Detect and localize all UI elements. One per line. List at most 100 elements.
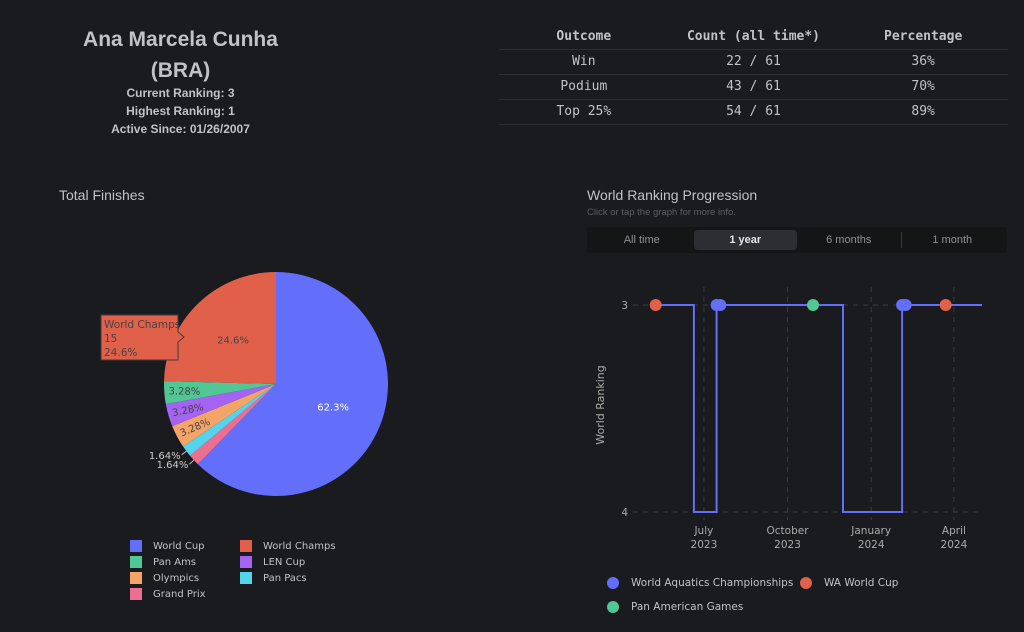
pie-hover-tooltip: World Champs 15 24.6% — [100, 314, 185, 361]
pie-legend: World Cup World Champs Pan Ams LEN Cup O… — [130, 538, 350, 602]
range-segmented-control: All time 1 year 6 months 1 month — [587, 227, 1007, 253]
cell-outcome: Podium — [499, 74, 669, 100]
current-ranking: Current Ranking: 3 — [0, 84, 361, 102]
marker-pan-american-games[interactable] — [807, 299, 819, 311]
legend-item-pan-pacs[interactable]: Pan Pacs — [240, 570, 350, 586]
cell-count: 22 / 61 — [668, 49, 839, 75]
pie-label-inside: 24.6% — [217, 335, 249, 346]
pie-slice-olympics[interactable] — [172, 384, 276, 447]
athlete-name: Ana Marcela Cunha — [83, 28, 278, 51]
legend-swatch — [240, 572, 252, 584]
gridlines — [633, 287, 983, 520]
legend-item-grand-prix[interactable]: Grand Prix — [130, 586, 240, 602]
event-markers — [649, 299, 952, 311]
tooltip-box — [100, 314, 185, 361]
cell-outcome: Win — [499, 49, 669, 75]
legend-item-olympics[interactable]: Olympics — [130, 570, 240, 586]
pie-slice-pan-ams[interactable] — [164, 381, 276, 405]
pie-slice-world-champs[interactable] — [164, 272, 276, 384]
legend-label: Pan Ams — [153, 556, 197, 568]
pie-label-leader-line — [181, 450, 187, 456]
tooltip-percent: 24.6% — [104, 347, 137, 359]
legend-label: World Cup — [153, 540, 205, 552]
column-header-count: Count (all time*) — [668, 24, 839, 50]
column-header-percentage: Percentage — [838, 24, 1008, 50]
legend-marker — [607, 601, 619, 613]
active-since: Active Since: 01/26/2007 — [0, 120, 361, 138]
marker-world-aquatics-championships[interactable] — [899, 299, 912, 311]
x-tick-label-year: 2024 — [858, 539, 885, 551]
pie-slice-pan-pacs[interactable] — [183, 384, 276, 456]
legend-label: World Aquatics Championships — [631, 577, 794, 589]
pie-slices — [164, 272, 388, 496]
x-tick-label: April 2024 — [941, 525, 968, 551]
table-row: Win 22 / 61 36% — [499, 49, 1008, 75]
legend-label: Pan American Games — [631, 601, 744, 613]
cell-count: 43 / 61 — [668, 74, 839, 100]
table-header-row: Outcome Count (all time*) Percentage — [499, 24, 1008, 50]
legend-label: LEN Cup — [263, 556, 306, 568]
world-ranking-line-chart[interactable]: World Ranking July 2023 October 2023 January… — [512, 0, 1024, 632]
range-option-1-month[interactable]: 1 month — [900, 230, 1005, 250]
legend-label: World Champs — [263, 540, 336, 552]
y-tick-label: 3 — [621, 300, 628, 312]
tooltip-category: World Champs — [104, 319, 180, 331]
pie-slice-grand-prix[interactable] — [190, 384, 276, 465]
legend-label: WA World Cup — [824, 577, 899, 589]
y-tick-label: 4 — [621, 507, 628, 519]
pie-label-inside: 3.28% — [168, 386, 200, 397]
legend-swatch — [130, 556, 142, 568]
athlete-stats: Current Ranking: 3 Highest Ranking: 1 Ac… — [0, 84, 361, 138]
active-since-label: Active Since: — [111, 122, 187, 136]
ranking-step-line[interactable] — [655, 304, 983, 513]
pie-slice-len-cup[interactable] — [165, 384, 276, 427]
cell-count: 54 / 61 — [668, 99, 839, 125]
x-tick-label: July 2023 — [691, 525, 718, 551]
legend-swatch — [240, 540, 252, 552]
cell-percentage: 36% — [838, 49, 1008, 75]
total-finishes-title: Total Finishes — [59, 187, 145, 203]
legend-item-pan-ams[interactable]: Pan Ams — [130, 554, 240, 570]
x-tick-label-month: January — [850, 525, 891, 537]
current-ranking-label: Current Ranking: — [126, 86, 225, 100]
pie-label-inside: 62.3% — [317, 403, 349, 414]
highest-ranking: Highest Ranking: 1 — [0, 102, 361, 120]
range-option-all-time[interactable]: All time — [623, 234, 660, 246]
table-row: Podium 43 / 61 70% — [499, 74, 1008, 100]
highest-ranking-label: Highest Ranking: — [126, 104, 225, 118]
tooltip-value: 15 — [104, 333, 117, 345]
legend-marker — [800, 577, 812, 589]
marker-wa-world-cup[interactable] — [649, 299, 662, 311]
marker-world-aquatics-championships[interactable] — [714, 299, 727, 311]
legend-swatch — [240, 556, 252, 568]
legend-swatch — [130, 540, 142, 552]
x-tick-label-month: October — [767, 525, 810, 537]
legend-item-world-aquatics-championships[interactable]: World Aquatics Championships — [607, 575, 793, 591]
x-tick-label-year: 2024 — [941, 539, 968, 551]
athlete-country: (BRA) — [150, 59, 211, 82]
outcomes-table: Outcome Count (all time*) Percentage Win… — [499, 24, 1008, 125]
legend-item-pan-american-games[interactable]: Pan American Games — [607, 599, 743, 615]
range-option-1-year[interactable]: 1 year — [693, 230, 797, 250]
legend-label: Grand Prix — [153, 588, 206, 600]
range-option-6-months[interactable]: 6 months — [826, 234, 872, 246]
legend-marker — [607, 577, 619, 589]
x-tick-label-year: 2023 — [774, 539, 801, 551]
ranking-progression-subtitle: Click or tap the graph for more info. — [587, 207, 736, 218]
x-tick-label-month: April — [942, 525, 966, 537]
pie-slice-world-cup[interactable] — [197, 272, 388, 496]
total-finishes-pie-chart: 62.3%1.64%1.64%3.28%3.28%3.28%24.6% Worl… — [100, 272, 388, 496]
legend-item-world-champs[interactable]: World Champs — [240, 538, 350, 554]
pie-label-outside: 1.64% — [157, 460, 189, 471]
marker-wa-world-cup[interactable] — [939, 299, 952, 311]
legend-item-len-cup[interactable]: LEN Cup — [240, 554, 350, 570]
legend-item-wa-world-cup[interactable]: WA World Cup — [800, 575, 898, 591]
pie-label-outside: 1.64% — [149, 451, 181, 462]
table-row: Top 25% 54 / 61 89% — [499, 99, 1008, 125]
legend-item-world-cup[interactable]: World Cup — [130, 538, 240, 554]
cell-percentage: 89% — [838, 99, 1008, 125]
active-since-value: 01/26/2007 — [189, 122, 250, 136]
legend-swatch — [130, 588, 142, 600]
legend-label: Pan Pacs — [263, 572, 307, 584]
legend-swatch — [130, 572, 142, 584]
